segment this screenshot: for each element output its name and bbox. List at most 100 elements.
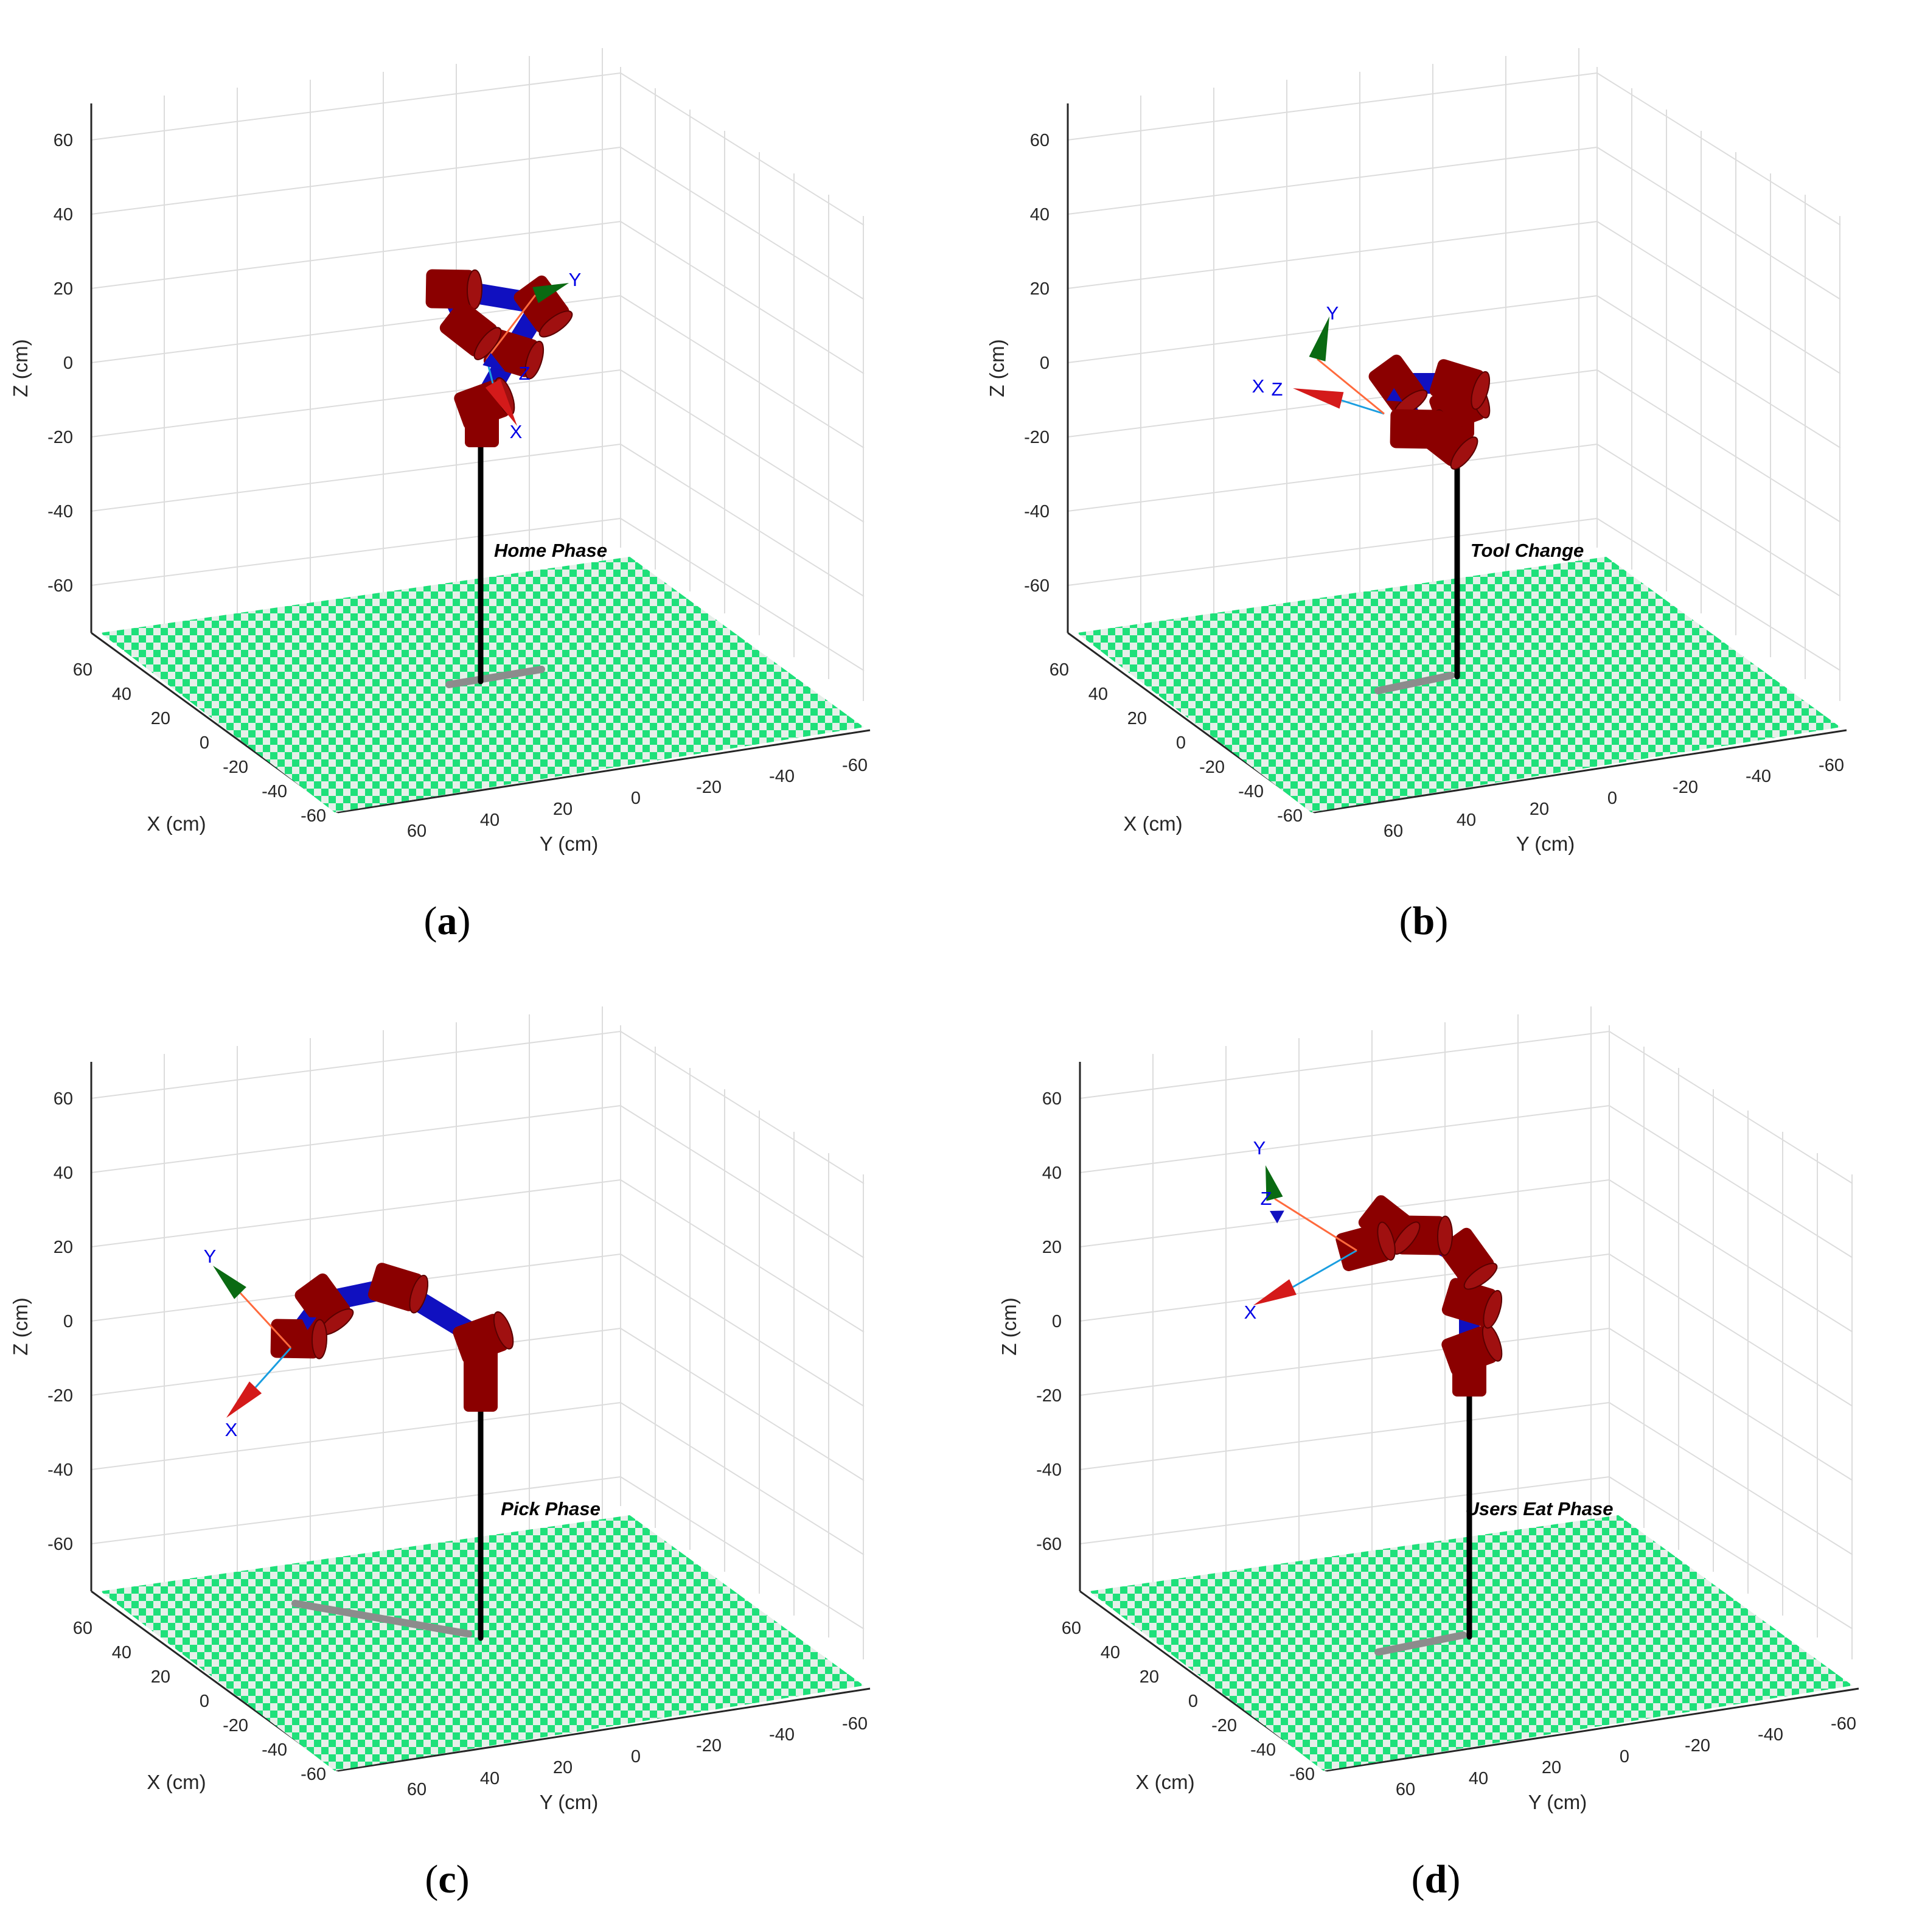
z-tick-label: -20	[1024, 428, 1050, 447]
y-tick-label: 60	[1384, 821, 1403, 841]
grid-line-z	[1596, 369, 1841, 523]
grid-walls	[1067, 48, 1841, 701]
x-tick-label: 20	[151, 1667, 170, 1687]
x-tick-label: -20	[223, 758, 248, 777]
arm-joint	[367, 1263, 429, 1314]
grid-line-z	[91, 72, 621, 141]
frame-y-line	[1317, 358, 1385, 415]
grid-line-z	[620, 518, 865, 671]
grid-line-z	[1067, 72, 1598, 141]
grid-line-z	[620, 1402, 865, 1555]
y-axis-label: Y (cm)	[540, 832, 599, 855]
z-tick-label: -60	[47, 1535, 73, 1554]
arm-joint	[1429, 359, 1491, 410]
z-tick-label: -60	[1024, 576, 1050, 596]
y-tick-label: -60	[1831, 1714, 1856, 1734]
grid-line-z	[1609, 1328, 1853, 1481]
arm-joint-cap	[1436, 1215, 1454, 1256]
x-tick-label: 40	[112, 685, 131, 704]
x-tick-label: -20	[223, 1716, 248, 1735]
grid-line-z	[1079, 1328, 1610, 1396]
panel-a: 6040200-20-40-606040200-20-40-606040200-…	[9, 48, 871, 943]
frame-y-arrow	[1309, 316, 1329, 361]
robot-arm	[1335, 1195, 1503, 1656]
grid-line-z	[620, 221, 865, 374]
z-tick-label: -20	[1036, 1386, 1062, 1406]
y-tick-label: -40	[1746, 767, 1771, 786]
x-tick-label: -60	[1289, 1765, 1315, 1784]
y-tick-label: -20	[696, 778, 722, 797]
z-tick-label: 40	[1042, 1163, 1062, 1183]
phase-label: Users Eat Phase	[1466, 1498, 1614, 1519]
end-effector-frame: XY	[204, 1246, 316, 1440]
grid-line-z	[620, 1031, 865, 1184]
grid-line-z	[620, 1179, 865, 1333]
floor-plane	[100, 1515, 864, 1771]
panel-caption: (c)	[425, 1857, 469, 1902]
frame-y-label: Y	[1253, 1137, 1266, 1159]
panel-c: 6040200-20-40-606040200-20-40-606040200-…	[9, 1006, 871, 1902]
frame-y-line	[239, 1292, 292, 1349]
y-tick-label: -60	[842, 756, 868, 775]
floor-plane	[100, 557, 864, 812]
z-tick-label: 20	[1042, 1238, 1062, 1257]
arm-joint-cap	[473, 327, 502, 360]
frame-x-label: X	[1244, 1302, 1257, 1323]
floor-plane	[1089, 1515, 1853, 1771]
frame-y-arrow	[213, 1266, 246, 1299]
frame-x-arrow	[226, 1381, 262, 1418]
y-tick-label: 40	[1469, 1769, 1488, 1788]
x-axis-label: X (cm)	[1135, 1771, 1194, 1793]
x-axis-label: X (cm)	[147, 812, 206, 835]
frame-x-line	[1292, 1249, 1357, 1288]
x-tick-label: -40	[1250, 1740, 1276, 1760]
x-tick-label: 0	[200, 1692, 209, 1711]
x-tick-label: 60	[1062, 1619, 1081, 1638]
y-tick-label: 60	[1396, 1780, 1415, 1799]
z-axis-label: Z (cm)	[9, 1297, 32, 1355]
arm-joint-cap	[1450, 436, 1478, 470]
grid-line-z	[1596, 72, 1841, 226]
grid-line-z	[1596, 295, 1841, 448]
grid-line-z	[1079, 1476, 1610, 1544]
z-tick-label: 0	[1052, 1312, 1062, 1331]
grid-line-z	[620, 1476, 865, 1630]
grid-line-z	[1596, 147, 1841, 300]
grid-line-z	[620, 444, 865, 597]
arm-floor-shadow	[1374, 672, 1455, 694]
arm-joint-cap	[1483, 1289, 1503, 1329]
z-tick-label: 40	[54, 1163, 73, 1183]
phase-label: Home Phase	[494, 540, 607, 561]
arm-joint-body	[1335, 1223, 1390, 1272]
y-tick-label: -20	[1685, 1736, 1710, 1756]
x-tick-label: 60	[73, 660, 92, 680]
arm-joint-body	[1429, 359, 1485, 408]
grid-line-z	[91, 1179, 621, 1247]
y-tick-label: 20	[1530, 800, 1549, 819]
frame-x-arrow	[1293, 388, 1344, 409]
z-tick-label: 60	[1042, 1089, 1062, 1109]
z-tick-label: -60	[1036, 1535, 1062, 1554]
caption-letter: b	[1413, 899, 1435, 943]
grid-line-z	[1067, 295, 1598, 363]
grid-line-z	[1079, 1031, 1610, 1099]
grid-line-z	[91, 221, 621, 289]
end-effector-frame: X Y Z	[1252, 302, 1402, 415]
grid-line-z	[620, 72, 865, 226]
arm-joint-cap	[311, 1319, 328, 1359]
grid-line-z	[1079, 1179, 1610, 1247]
arm-joint	[1438, 1227, 1498, 1290]
z-tick-label: 20	[54, 1238, 73, 1257]
frame-z-arrow	[482, 353, 505, 371]
grid-line-z	[1067, 518, 1598, 586]
grid-line-z	[91, 1402, 621, 1470]
x-tick-label: 40	[112, 1643, 131, 1662]
grid-line-z	[91, 444, 621, 512]
frame-x-label: X	[510, 421, 523, 442]
grid-line-z	[1067, 221, 1598, 289]
arm-joint	[1335, 1221, 1396, 1272]
x-tick-label: 60	[1050, 660, 1069, 680]
arm-joint-body	[425, 269, 475, 309]
grid-line-z	[1067, 444, 1598, 512]
x-tick-label: 20	[151, 709, 170, 728]
